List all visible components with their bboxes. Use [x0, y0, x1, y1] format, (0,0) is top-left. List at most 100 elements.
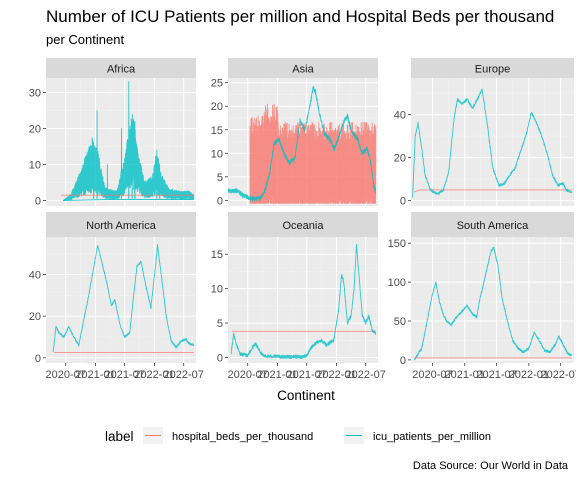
series-lines — [228, 85, 377, 204]
facet-panels: Africa 0 10 20 30 Asia 0 5 10 15 20 25 Europe 0 20 40 No… — [29, 58, 576, 381]
y-tick-label: 5 — [217, 318, 223, 330]
facet-north-america: North America020402020-072021-012021-072… — [29, 212, 204, 381]
strip-background — [228, 212, 378, 237]
series-hospital-beds-per-thousand — [414, 189, 572, 193]
x-tick-label: 2021-07 — [287, 369, 327, 381]
x-tick-label: 2022-01 — [509, 369, 549, 381]
y-tick-label: 20 — [29, 311, 41, 323]
y-tick-label: 5 — [217, 172, 223, 184]
y-tick-label: 20 — [394, 153, 406, 165]
gridlines — [411, 78, 574, 206]
series-hospital-beds-per-thousand — [249, 103, 377, 204]
x-tick-label: 2021-01 — [257, 369, 297, 381]
x-tick-label: 2021-01 — [75, 369, 115, 381]
facet-asia: Asia 0 5 10 15 20 25 — [211, 58, 378, 207]
y-tick-label: 100 — [388, 277, 406, 289]
panel-background — [46, 237, 196, 363]
legend-keys: hospital_beds_per_thousand icu_patients_p… — [143, 427, 491, 444]
x-tick-label: 2022-01 — [316, 369, 356, 381]
series-lines — [60, 81, 195, 202]
x-tick-label: 2022-07 — [164, 369, 204, 381]
panel-background — [411, 78, 574, 206]
y-tick-label: 0 — [400, 355, 406, 367]
y-tick-label: 0 — [217, 195, 223, 207]
x-tick-label: 2021-07 — [476, 369, 516, 381]
strip-label: Oceania — [283, 220, 325, 232]
strip-label: Europe — [475, 64, 510, 76]
chart-title: Number of ICU Patients per million and H… — [46, 7, 554, 26]
y-tick-label: 40 — [29, 269, 41, 281]
strip-background — [46, 212, 196, 237]
y-tick-label: 20 — [211, 101, 223, 113]
y-tick-label: 50 — [394, 316, 406, 328]
y-tick-label: 25 — [211, 78, 223, 90]
facet-south-america: South America 0 50 100 150 2020-072021-012021… — [388, 212, 576, 381]
y-tick-label: 10 — [29, 160, 41, 172]
facet-oceania: Oceania0510152020-072021-012021-072022-0… — [211, 212, 386, 381]
strip-background — [228, 58, 378, 78]
x-tick-label: 2021-01 — [445, 369, 485, 381]
strip-label: South America — [457, 220, 529, 232]
strip-label: Asia — [292, 64, 314, 76]
y-tick-label: 40 — [394, 110, 406, 122]
x-tick-label: 2021-07 — [105, 369, 145, 381]
y-tick-label: 0 — [35, 196, 41, 208]
y-tick-label: 0 — [35, 353, 41, 365]
y-tick-label: 15 — [211, 249, 223, 261]
y-tick-label: 30 — [29, 87, 41, 99]
strip-label: North America — [86, 220, 157, 232]
legend-item-icu-patients-per-million: icu_patients_per_million — [344, 427, 491, 444]
x-tick-label: 2022-07 — [540, 369, 576, 381]
y-tick-label: 0 — [217, 352, 223, 364]
x-tick-label: 2022-01 — [134, 369, 174, 381]
x-tick-label: 2022-07 — [346, 369, 386, 381]
legend-title: label — [105, 429, 134, 444]
strip-label: Africa — [107, 64, 136, 76]
y-tick-label: 10 — [211, 284, 223, 296]
series-icu-patients-per-million — [413, 246, 572, 361]
series-icu-patients-per-million — [412, 88, 572, 198]
legend-item-hospital-beds-per-thousand: hospital_beds_per_thousand — [143, 427, 313, 444]
series-icu-patients-per-million — [228, 85, 377, 202]
series-lines — [413, 246, 572, 361]
series-icu-patients-per-million — [63, 199, 194, 202]
x-tick-label: 2020-07 — [228, 369, 268, 381]
series-icu-patients-per-million — [62, 81, 195, 202]
legend-label: hospital_beds_per_thousand — [172, 431, 313, 443]
y-tick-label: 0 — [400, 196, 406, 208]
y-axis: 0 5 10 15 — [211, 249, 228, 364]
y-axis: 0 20 40 — [29, 269, 46, 365]
panel-background — [411, 237, 574, 363]
facet-africa: Africa 0 10 20 30 — [29, 58, 196, 208]
strip-background — [411, 58, 574, 78]
series-lines — [412, 88, 572, 198]
y-axis: 0 20 40 — [394, 110, 411, 208]
legend-label: icu_patients_per_million — [373, 431, 491, 443]
strip-background — [411, 212, 574, 237]
caption: Data Source: Our World in Data — [413, 460, 569, 472]
chart-subtitle: per Continent — [46, 32, 124, 47]
x-tick-label: 2020-07 — [46, 369, 86, 381]
series-icu-patients-per-million — [52, 243, 195, 353]
y-tick-label: 20 — [29, 123, 41, 135]
y-axis: 0 5 10 15 20 25 — [211, 78, 228, 207]
y-tick-label: 10 — [211, 148, 223, 160]
facet-europe: Europe 0 20 40 — [394, 58, 574, 208]
y-axis: 0 10 20 30 — [29, 87, 46, 208]
gridlines — [46, 237, 196, 363]
series-lines — [230, 243, 377, 359]
series-icu-patients-per-million — [230, 243, 377, 359]
y-tick-label: 15 — [211, 125, 223, 137]
series-lines — [52, 243, 195, 354]
x-axis-title: Continent — [277, 388, 335, 403]
legend: label hospital_beds_per_thousand icu_pati… — [105, 427, 491, 444]
y-tick-label: 150 — [388, 238, 406, 250]
strip-background — [46, 58, 196, 78]
x-tick-label: 2020-07 — [412, 369, 452, 381]
gridlines — [228, 237, 378, 363]
